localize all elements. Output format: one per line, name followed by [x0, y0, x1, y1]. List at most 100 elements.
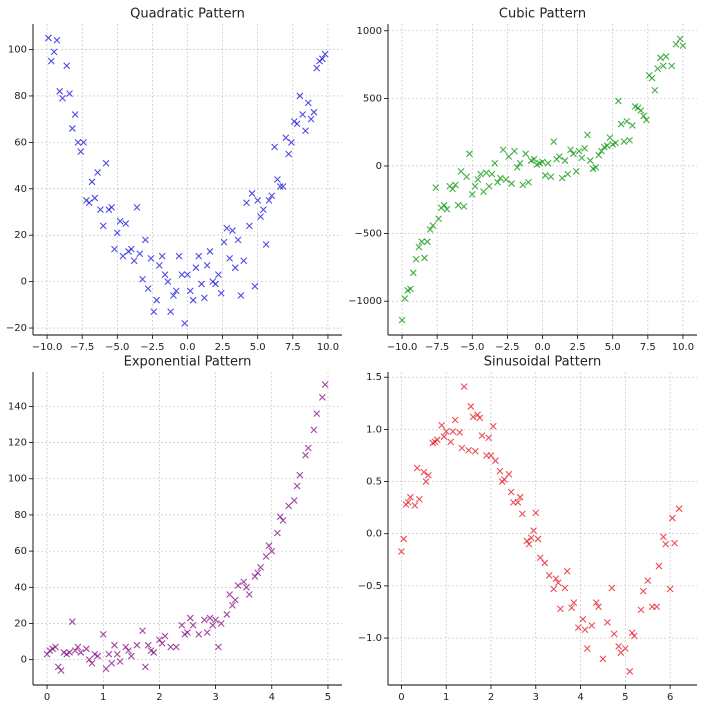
- y-tick-label: 0: [21, 655, 27, 666]
- scatter-point: [676, 35, 684, 43]
- scatter-point: [116, 217, 124, 225]
- scatter-point: [637, 107, 645, 114]
- scatter-point: [130, 257, 138, 265]
- scatter-point: [161, 271, 169, 279]
- scatter-point: [418, 238, 426, 246]
- scatter-point: [139, 275, 146, 283]
- scatter-point: [254, 196, 262, 204]
- scatter-point: [265, 542, 273, 550]
- scatter-point: [599, 655, 607, 663]
- scatter-point: [59, 94, 66, 102]
- scatter-point: [581, 626, 589, 634]
- scatter-point: [513, 163, 521, 171]
- scatter-point: [449, 185, 456, 193]
- x-tick-label: 7.5: [640, 342, 656, 353]
- scatter-point: [675, 505, 683, 513]
- scatter-point: [398, 316, 406, 324]
- scatter-point: [433, 436, 441, 444]
- x-tick-label: −7.5: [425, 342, 449, 353]
- y-tick-label: 0: [21, 277, 27, 288]
- scatter-point: [420, 468, 428, 476]
- scatter-point: [158, 639, 166, 647]
- scatter-point: [302, 127, 309, 135]
- scatter-point: [466, 150, 473, 158]
- scatter-point: [527, 534, 535, 542]
- scatter-point: [443, 205, 451, 213]
- scatter-point: [240, 578, 248, 586]
- scatter-point: [651, 86, 659, 94]
- scatter-point: [172, 643, 180, 651]
- scatter-point: [71, 647, 79, 655]
- scatter-point: [127, 245, 135, 253]
- scatter-point: [215, 643, 222, 651]
- scatter-point: [105, 650, 113, 658]
- scatter-point: [561, 584, 569, 592]
- y-tick-label: 60: [14, 137, 27, 148]
- scatter-point: [413, 464, 421, 472]
- x-tick-label: 2.5: [570, 342, 586, 353]
- scatter-point: [310, 426, 318, 434]
- scatter-point: [144, 641, 152, 649]
- scatter-point: [626, 668, 634, 675]
- scatter-point: [274, 529, 281, 537]
- scatter-point: [496, 174, 504, 182]
- scatter-point: [511, 147, 518, 155]
- scatter-point: [516, 493, 524, 501]
- scatter-point: [181, 320, 189, 327]
- scatter-point: [223, 224, 231, 232]
- scatter-point: [302, 451, 309, 459]
- scatter-point: [164, 278, 172, 286]
- scatter-point: [404, 499, 412, 506]
- scatter-point: [465, 446, 472, 454]
- scatter-point: [447, 438, 455, 446]
- scatter-point: [178, 271, 186, 279]
- scatter-point: [603, 142, 611, 150]
- scatter-point: [653, 603, 661, 611]
- scatter-point: [184, 629, 191, 636]
- x-tick-label: 5.0: [250, 342, 266, 353]
- y-tick-label: 0: [376, 161, 382, 172]
- scatter-point: [234, 582, 242, 589]
- scatter-point: [97, 206, 104, 214]
- scatter-point: [606, 134, 614, 141]
- chart-title: Sinusoidal Pattern: [484, 355, 601, 370]
- scatter-point: [630, 632, 638, 640]
- scatter-point: [411, 502, 419, 509]
- scatter-point: [299, 111, 307, 118]
- scatter-point: [468, 190, 476, 198]
- x-tick-label: −10.0: [32, 342, 63, 353]
- scatter-point: [572, 167, 580, 175]
- scatter-point: [175, 252, 183, 260]
- scatter-point: [111, 641, 118, 649]
- scatter-point: [629, 122, 636, 129]
- scatter-point: [276, 513, 284, 521]
- scatter-point: [133, 203, 141, 211]
- scatter-point: [296, 471, 304, 479]
- scatter-point: [158, 252, 166, 260]
- scatter-point: [304, 99, 312, 107]
- scatter-point: [460, 383, 468, 390]
- scatter-point: [532, 509, 540, 517]
- scatter-point: [467, 403, 475, 410]
- scatter-point: [108, 659, 116, 667]
- y-tick-label: −1.0: [358, 633, 382, 644]
- y-tick-label: 60: [14, 546, 27, 557]
- scatter-point: [226, 591, 234, 598]
- scatter-point: [234, 236, 242, 244]
- scatter-point: [231, 596, 239, 604]
- scatter-point: [178, 621, 186, 629]
- x-tick-label: 4: [269, 692, 275, 703]
- scatter-point: [621, 645, 629, 652]
- scatter-point: [251, 573, 259, 580]
- scatter-point: [555, 153, 563, 160]
- scatter-point: [276, 183, 284, 190]
- scatter-point: [139, 627, 146, 635]
- scatter-point: [575, 147, 583, 155]
- scatter-point: [195, 630, 203, 638]
- x-tick-label: 0.0: [180, 342, 196, 353]
- scatter-point: [279, 516, 287, 524]
- scatter-point: [449, 428, 457, 435]
- scatter-point: [522, 150, 530, 158]
- scatter-point: [271, 143, 278, 151]
- scatter-point: [598, 147, 605, 155]
